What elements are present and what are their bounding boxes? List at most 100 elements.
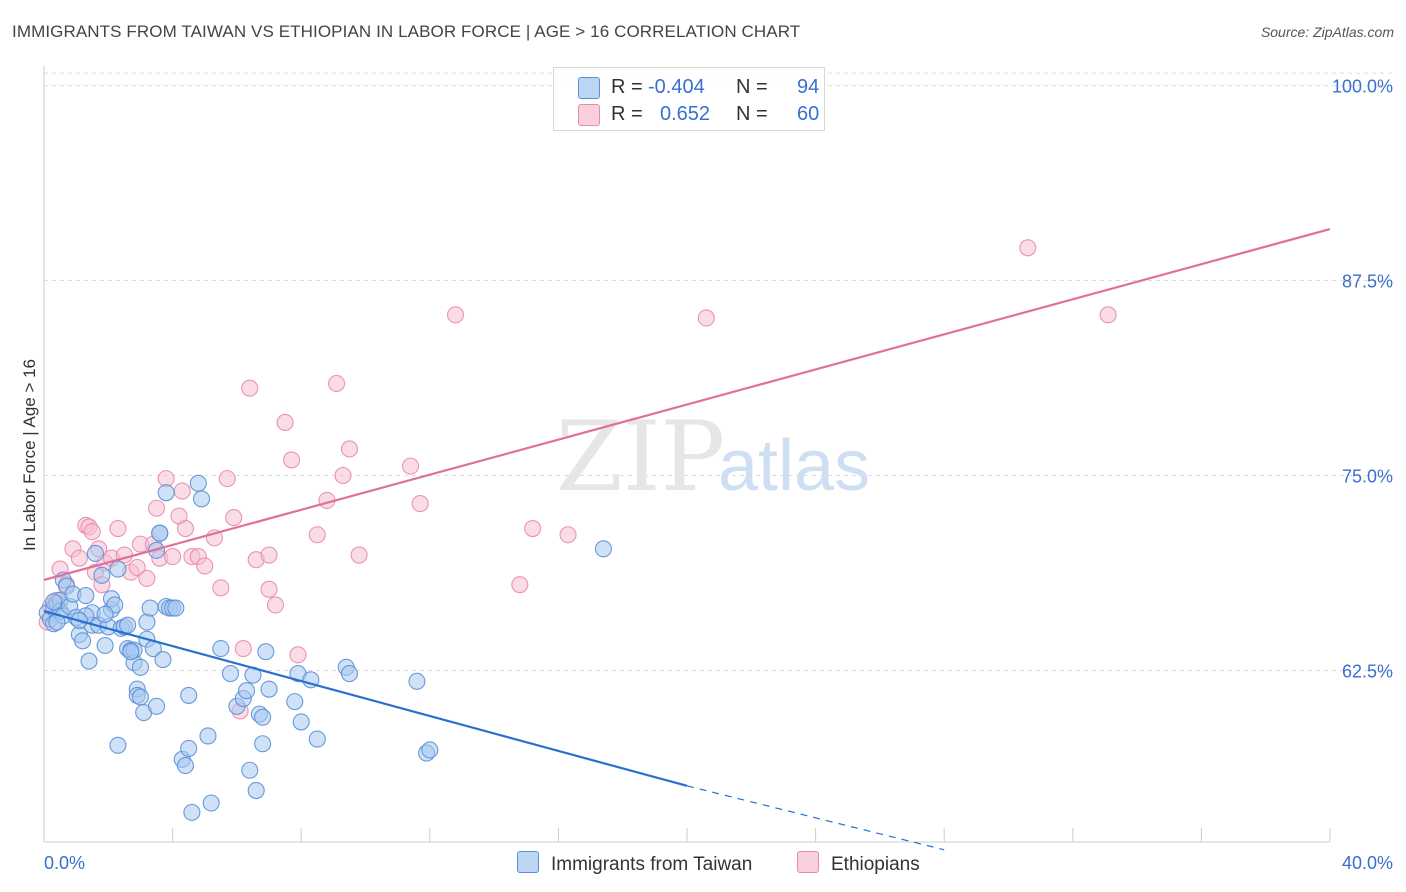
x-tick-label: 0.0% xyxy=(44,853,85,873)
taiwan-point xyxy=(157,484,175,502)
ethiopian-point xyxy=(511,576,529,594)
ethiopian-point xyxy=(241,379,259,397)
ethiopian-point xyxy=(212,579,230,597)
taiwan-point xyxy=(154,650,172,669)
ethiopian-point xyxy=(260,546,278,564)
x-tick-label: 40.0% xyxy=(1342,853,1393,873)
taiwan-point xyxy=(247,781,265,800)
ethiopian-point xyxy=(350,546,368,564)
ethiopian-point xyxy=(218,470,236,488)
ethiopian-point xyxy=(340,440,358,458)
legend-n-value: 94 xyxy=(797,76,820,98)
ethiopian-point xyxy=(1019,239,1037,257)
legend-n-label: N = xyxy=(736,76,768,98)
legend-n-label: N = xyxy=(736,103,768,125)
taiwan-trend-line xyxy=(43,610,688,787)
taiwan-trend-extension xyxy=(686,785,945,851)
ethiopian-point xyxy=(234,640,252,658)
ethiopian-point xyxy=(260,580,278,598)
ethiopian-point xyxy=(173,482,191,500)
taiwan-point xyxy=(96,605,114,623)
legend-item-taiwan[interactable]: Immigrants from Taiwan xyxy=(517,851,752,876)
taiwan-point xyxy=(594,540,612,558)
y-tick-label: 62.5% xyxy=(1342,661,1393,681)
ethiopian-trend-line xyxy=(43,228,1331,582)
ethiopian-point xyxy=(401,457,420,475)
taiwan-point xyxy=(109,560,127,578)
taiwan-point xyxy=(221,665,240,683)
ethiopian-point xyxy=(334,466,352,485)
y-tick-label: 75.0% xyxy=(1342,466,1393,486)
legend-n-value: 60 xyxy=(797,103,820,125)
tick-labels: 62.5% 75.0% 87.5% 100.0% 0.0% 40.0% xyxy=(44,77,1393,873)
taiwan-point xyxy=(192,490,211,508)
ethiopian-point xyxy=(289,646,307,664)
ethiopian-point xyxy=(276,413,294,432)
ethiopian-point xyxy=(283,451,301,469)
ethiopian-point xyxy=(328,374,346,393)
ethiopian-point xyxy=(559,526,577,544)
ethiopian-point xyxy=(266,596,285,614)
ethiopian-point xyxy=(308,526,326,544)
source-label: Source: ZipAtlas.com xyxy=(1260,24,1394,40)
ethiopian-point xyxy=(164,548,182,566)
taiwan-point xyxy=(93,566,111,584)
ethiopians-legend-swatch xyxy=(797,851,819,873)
ethiopian-point xyxy=(147,499,166,517)
stats-legend: R = -0.404 N = 94 R = 0.652 N = 60 xyxy=(553,67,825,131)
ethiopians-swatch xyxy=(578,104,600,126)
taiwan-point xyxy=(257,643,275,661)
ethiopian-point xyxy=(225,509,243,527)
legend-r-label: R = xyxy=(611,103,643,125)
ethiopian-point xyxy=(128,558,146,577)
watermark: ZIP atlas xyxy=(556,401,870,513)
taiwan-point xyxy=(292,713,310,731)
taiwan-point xyxy=(254,708,272,726)
watermark-zip: ZIP xyxy=(556,401,725,513)
taiwan-point xyxy=(199,727,217,745)
taiwan-point xyxy=(176,757,195,775)
taiwan-point xyxy=(189,474,207,492)
trend-lines xyxy=(43,228,1331,851)
taiwan-point xyxy=(408,672,426,690)
y-axis-label: In Labor Force | Age > 16 xyxy=(20,358,39,552)
axes xyxy=(43,66,1331,843)
taiwan-point xyxy=(86,544,104,563)
ethiopian-point xyxy=(196,557,214,575)
watermark-atlas: atlas xyxy=(718,426,870,506)
legend-r-value: -0.404 xyxy=(648,76,705,98)
taiwan-point xyxy=(340,665,358,683)
taiwan-point xyxy=(183,803,201,821)
legend-item-ethiopians[interactable]: Ethiopians xyxy=(797,851,920,876)
taiwan-point xyxy=(131,658,149,676)
taiwan-legend-swatch xyxy=(517,851,539,873)
taiwan-point xyxy=(308,730,326,748)
taiwan-point xyxy=(241,761,259,779)
taiwan-point xyxy=(122,643,140,661)
ethiopian-point xyxy=(83,523,101,541)
taiwan-point xyxy=(260,680,278,698)
ethiopian-point xyxy=(138,569,156,587)
points xyxy=(38,239,1117,821)
grid xyxy=(44,72,1392,671)
taiwan-point xyxy=(109,736,127,754)
taiwan-point xyxy=(74,632,92,650)
ethiopian-point xyxy=(411,495,429,513)
legend-r-value: 0.652 xyxy=(660,103,711,125)
taiwan-point xyxy=(167,599,185,617)
ethiopian-point xyxy=(524,519,542,538)
taiwan-point xyxy=(254,735,272,753)
taiwan-point xyxy=(141,599,159,617)
taiwan-point xyxy=(77,587,95,605)
ethiopian-point xyxy=(1099,306,1117,324)
taiwan-point xyxy=(138,613,156,631)
taiwan-point xyxy=(212,640,230,658)
ethiopian-point xyxy=(109,519,127,538)
ethiopians-legend-label: Ethiopians xyxy=(831,854,920,875)
taiwan-point xyxy=(202,794,220,812)
ethiopian-point xyxy=(70,549,88,567)
taiwan-point xyxy=(237,682,256,700)
taiwan-point xyxy=(80,652,98,670)
taiwan-point xyxy=(180,686,198,704)
